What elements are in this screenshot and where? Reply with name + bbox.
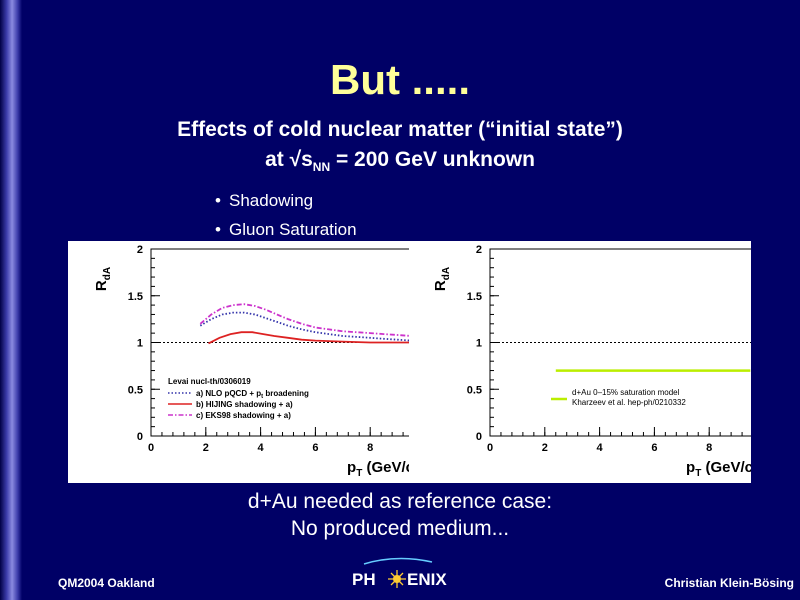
bullet-dot-icon: • — [215, 191, 221, 210]
y-axis-label: RdA — [432, 267, 452, 291]
bullet-text: Gluon Saturation — [229, 220, 357, 239]
x-tick-label: 6 — [312, 442, 318, 454]
logo-text-right: ENIX — [407, 570, 447, 589]
bullet-item: • Shadowing — [215, 190, 357, 219]
legend-label: b) HIJING shadowing + a) — [196, 400, 293, 409]
bullet-list: • Shadowing • Gluon Saturation — [215, 190, 357, 248]
logo-text-left: PH — [352, 570, 376, 589]
side-gradient-bar — [0, 0, 22, 600]
chart-panel-right: 00.511.520246810RdApT (GeV/c)d+Au 0–15% … — [409, 241, 751, 483]
bottom-text-line-2: No produced medium... — [290, 517, 510, 540]
legend-label-suffix: broadening — [263, 389, 309, 398]
slide-title: But ..... — [330, 56, 470, 103]
x-tick-label: 8 — [367, 442, 373, 454]
subtitle-line-1: Effects of cold nuclear matter (“initial… — [177, 118, 623, 141]
x-tick-label: 8 — [706, 442, 712, 454]
y-tick-label: 1 — [137, 338, 143, 350]
x-axis-label-unit: (GeV/c) — [701, 459, 751, 476]
x-axis-label-unit: (GeV/c) — [362, 459, 410, 476]
bullet-dot-icon: • — [215, 220, 221, 239]
y-tick-label: 1.5 — [467, 291, 482, 303]
y-tick-label: 0 — [476, 431, 482, 443]
x-axis-label: pT (GeV/c) — [347, 459, 410, 479]
y-tick-label: 1 — [476, 338, 482, 350]
y-tick-label: 0 — [137, 431, 143, 443]
x-tick-label: 4 — [597, 442, 604, 454]
x-tick-label: 2 — [542, 442, 548, 454]
footer-left: QM2004 Oakland — [58, 576, 155, 590]
legend-header: Levai nucl-th/0306019 — [168, 377, 251, 386]
x-tick-label: 0 — [148, 442, 154, 454]
subtitle-line-2-sub: NN — [312, 160, 331, 175]
logo-arc — [363, 557, 433, 565]
bullet-text: Shadowing — [229, 191, 314, 210]
legend-label-sub: t — [261, 394, 263, 400]
y-tick-label: 2 — [476, 244, 482, 256]
y-tick-label: 0.5 — [467, 384, 482, 396]
x-tick-label: 0 — [487, 442, 493, 454]
x-axis-label: pT (GeV/c) — [686, 459, 751, 479]
chart-left: 00.511.520246810RdApT (GeV/c)Levai nucl-… — [93, 244, 410, 479]
x-tick-label: 2 — [203, 442, 209, 454]
x-axis-label-sub: T — [356, 468, 362, 479]
y-tick-label: 1.5 — [128, 291, 143, 303]
y-axis-label: RdA — [93, 267, 113, 291]
subtitle-line-2: at √sNN = 200 GeV unknown — [0, 148, 800, 174]
x-tick-label: 6 — [651, 442, 657, 454]
y-tick-label: 0.5 — [128, 384, 143, 396]
bullet-item: • Gluon Saturation — [215, 219, 357, 248]
legend-label: d+Au 0–15% saturation model — [572, 388, 680, 397]
x-tick-label: 4 — [258, 442, 265, 454]
subtitle-line-2-prefix: at √s — [265, 148, 313, 171]
legend-label-2: Kharzeev et al. hep-ph/0210332 — [572, 398, 686, 407]
x-axis-label-sub: T — [695, 468, 701, 479]
logo-star-icon — [388, 570, 406, 588]
chart-panel-left: 00.511.520246810RdApT (GeV/c)Levai nucl-… — [68, 241, 410, 483]
series-line — [208, 331, 410, 345]
footer-right: Christian Klein-Bösing — [664, 576, 794, 590]
chart-right: 00.511.520246810RdApT (GeV/c)d+Au 0–15% … — [432, 244, 751, 479]
subtitle-line-2-suffix: = 200 GeV unknown — [330, 148, 535, 171]
series-line — [199, 303, 410, 337]
legend-label: a) NLO pQCD + pt broadening — [196, 389, 309, 400]
y-tick-label: 2 — [137, 244, 143, 256]
y-axis-label-sub: dA — [102, 267, 113, 280]
series-line — [199, 311, 410, 342]
y-axis-label-sub: dA — [441, 267, 452, 280]
phenix-logo: PH ENIX — [352, 557, 447, 589]
bottom-text-line-1: d+Au needed as reference case: — [247, 490, 553, 513]
legend-label: c) EKS98 shadowing + a) — [196, 411, 291, 420]
